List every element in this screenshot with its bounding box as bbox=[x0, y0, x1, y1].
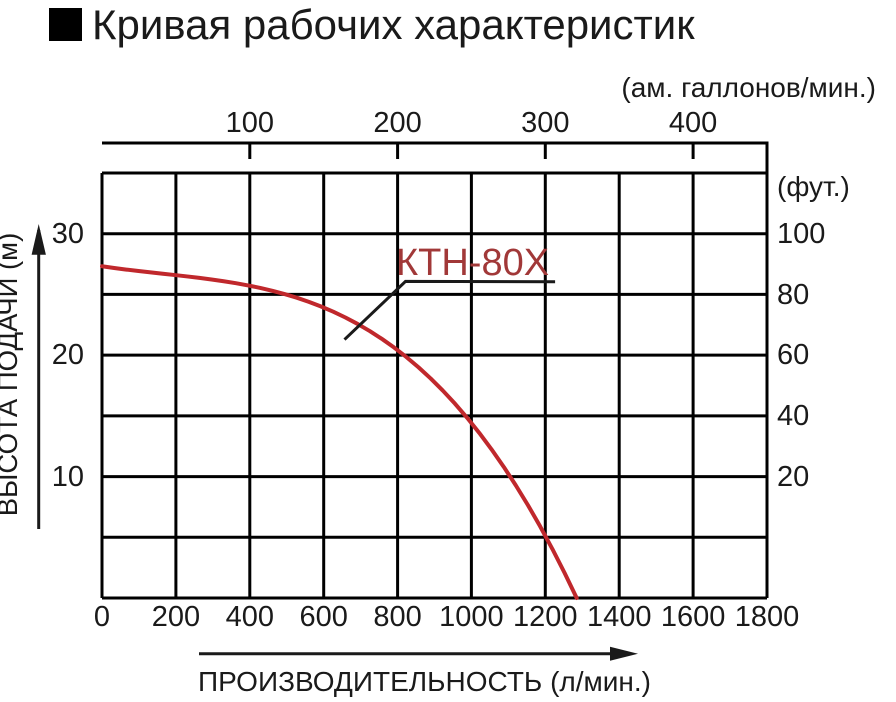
svg-text:1400: 1400 bbox=[587, 601, 652, 633]
svg-text:Кривая рабочих характеристик: Кривая рабочих характеристик bbox=[92, 1, 695, 48]
svg-text:300: 300 bbox=[521, 107, 569, 139]
svg-text:1000: 1000 bbox=[439, 601, 504, 633]
svg-text:10: 10 bbox=[52, 461, 84, 493]
svg-text:1800: 1800 bbox=[735, 601, 800, 633]
svg-text:(ам. галлонов/мин.): (ам. галлонов/мин.) bbox=[621, 72, 876, 103]
svg-text:(фут.): (фут.) bbox=[777, 171, 850, 202]
svg-text:ПРОИЗВОДИТЕЛЬНОСТЬ (л/мин.): ПРОИЗВОДИТЕЛЬНОСТЬ (л/мин.) bbox=[198, 666, 651, 697]
svg-text:600: 600 bbox=[300, 601, 348, 633]
svg-text:1600: 1600 bbox=[661, 601, 726, 633]
svg-text:200: 200 bbox=[152, 601, 200, 633]
svg-text:400: 400 bbox=[226, 601, 274, 633]
svg-text:400: 400 bbox=[669, 107, 717, 139]
svg-text:100: 100 bbox=[226, 107, 274, 139]
svg-text:100: 100 bbox=[777, 218, 825, 250]
svg-text:20: 20 bbox=[52, 339, 84, 371]
svg-text:КТН-80Х: КТН-80Х bbox=[396, 242, 549, 284]
svg-text:40: 40 bbox=[777, 400, 809, 432]
svg-text:20: 20 bbox=[777, 461, 809, 493]
svg-text:30: 30 bbox=[52, 218, 84, 250]
svg-text:ВЫСОТА ПОДАЧИ (м): ВЫСОТА ПОДАЧИ (м) bbox=[0, 233, 23, 517]
svg-text:60: 60 bbox=[777, 339, 809, 371]
svg-text:0: 0 bbox=[94, 601, 110, 633]
svg-text:1200: 1200 bbox=[513, 601, 578, 633]
svg-text:80: 80 bbox=[777, 279, 809, 311]
svg-text:800: 800 bbox=[373, 601, 421, 633]
svg-text:200: 200 bbox=[373, 107, 421, 139]
